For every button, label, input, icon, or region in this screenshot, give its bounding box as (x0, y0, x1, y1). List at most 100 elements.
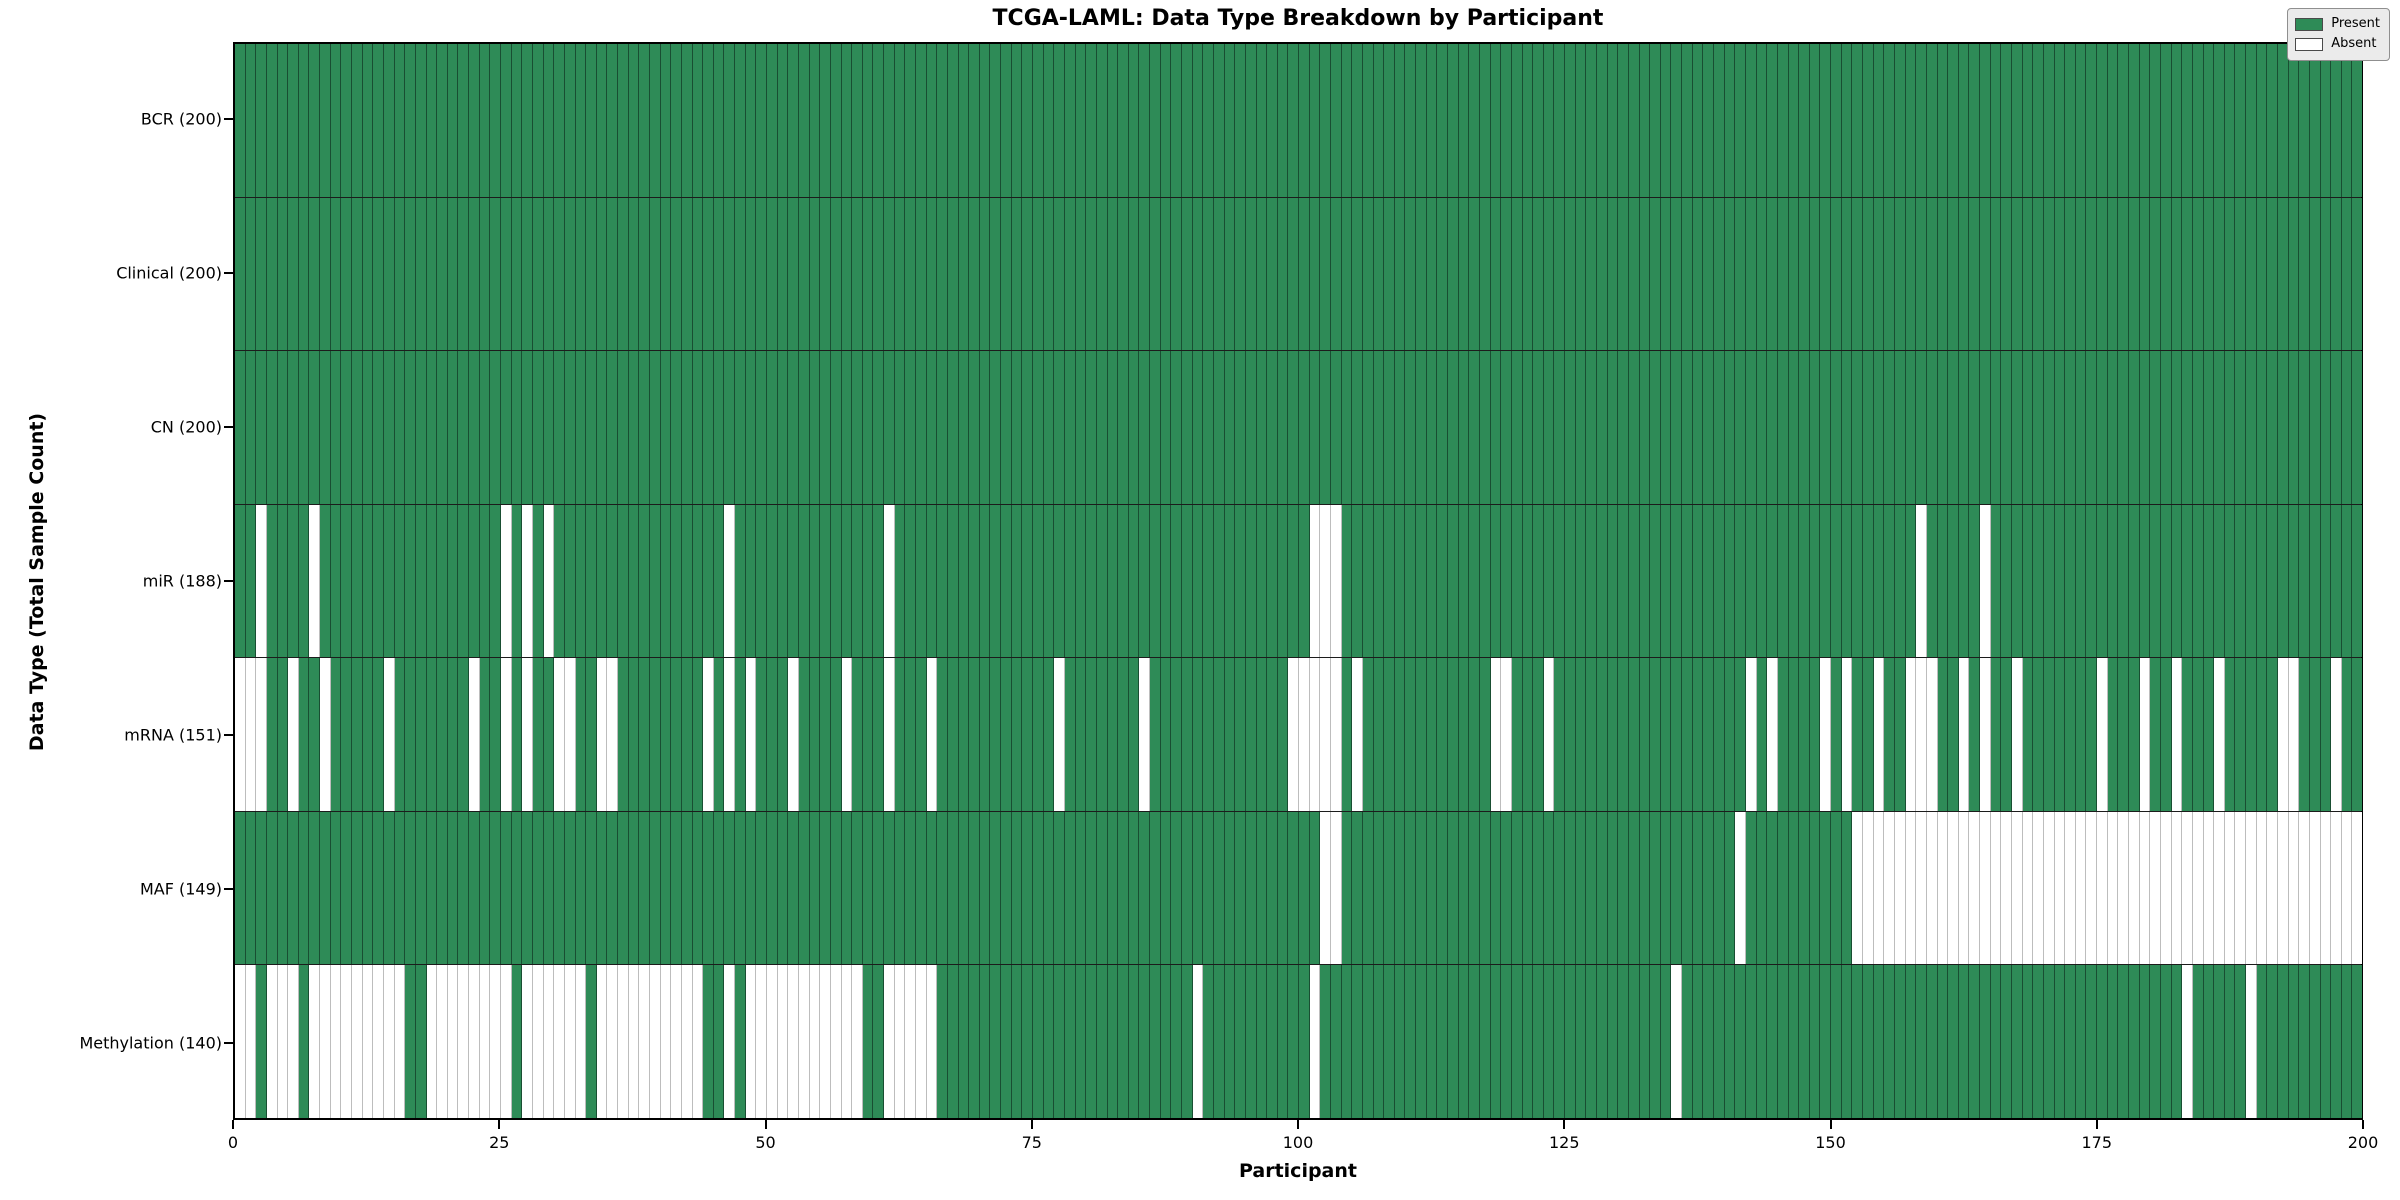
heatmap-cell-mrna-195 (2309, 658, 2321, 811)
heatmap-cell-maf-46 (724, 811, 736, 965)
heatmap-cell-cn-53 (798, 351, 810, 504)
heatmap-cell-methylation-66 (937, 965, 948, 1119)
heatmap-cell-maf-67 (947, 811, 959, 965)
heatmap-cell-methylation-109 (1394, 965, 1406, 1119)
heatmap-cell-mir-19 (437, 504, 448, 658)
heatmap-cell-clinical-115 (1458, 197, 1470, 351)
heatmap-cell-methylation-32 (575, 965, 587, 1119)
heatmap-cell-mrna-73 (1011, 658, 1023, 811)
heatmap-cell-maf-142 (1745, 811, 1757, 965)
heatmap-cell-cn-78 (1064, 351, 1076, 504)
heatmap-cell-bcr-177 (2118, 44, 2130, 197)
heatmap-cell-mrna-68 (958, 658, 970, 811)
heatmap-cell-mrna-172 (2065, 658, 2076, 811)
heatmap-cell-mir-0 (235, 504, 246, 658)
heatmap-cell-cn-105 (1352, 351, 1363, 504)
heatmap-cell-bcr-144 (1767, 44, 1778, 197)
heatmap-cell-mir-46 (724, 504, 736, 658)
heatmap-cell-methylation-102 (1320, 965, 1331, 1119)
heatmap-cell-cn-13 (373, 351, 384, 504)
heatmap-cell-clinical-166 (2001, 197, 2012, 351)
y-tick-mark-clinical (224, 272, 233, 274)
heatmap-cell-cn-90 (1192, 351, 1204, 504)
heatmap-cell-cn-56 (830, 351, 842, 504)
heatmap-cell-bcr-106 (1362, 44, 1374, 197)
heatmap-cell-mrna-162 (1958, 658, 1970, 811)
heatmap-cell-bcr-191 (2267, 44, 2278, 197)
x-tick-label-200: 200 (2347, 1133, 2379, 1152)
heatmap-cell-bcr-13 (373, 44, 384, 197)
heatmap-cell-mrna-164 (1980, 658, 1991, 811)
heatmap-cell-mrna-61 (884, 658, 895, 811)
heatmap-cell-cn-148 (1809, 351, 1821, 504)
heatmap-cell-mrna-146 (1788, 658, 1800, 811)
heatmap-cell-methylation-63 (905, 965, 916, 1119)
heatmap-cell-methylation-175 (2097, 965, 2108, 1119)
heatmap-cell-clinical-100 (1299, 197, 1310, 351)
heatmap-cell-mir-11 (352, 504, 363, 658)
heatmap-cell-mrna-189 (2246, 658, 2257, 811)
heatmap-cell-mrna-77 (1054, 658, 1065, 811)
heatmap-cell-mrna-39 (649, 658, 661, 811)
heatmap-cell-cn-65 (926, 351, 938, 504)
heatmap-cell-cn-116 (1469, 351, 1480, 504)
heatmap-cell-mir-169 (2033, 504, 2044, 658)
heatmap-cell-bcr-123 (1543, 44, 1555, 197)
heatmap-cell-mrna-144 (1767, 658, 1778, 811)
heatmap-cell-maf-94 (1235, 811, 1246, 965)
heatmap-cell-mrna-63 (905, 658, 916, 811)
heatmap-cell-clinical-67 (947, 197, 959, 351)
heatmap-cell-cn-119 (1501, 351, 1512, 504)
heatmap-cell-mrna-51 (777, 658, 789, 811)
heatmap-cell-bcr-68 (958, 44, 970, 197)
heatmap-cell-mir-84 (1128, 504, 1140, 658)
heatmap-cell-methylation-192 (2278, 965, 2289, 1119)
heatmap-cell-cn-113 (1437, 351, 1449, 504)
heatmap-cell-maf-78 (1064, 811, 1076, 965)
heatmap-cell-clinical-146 (1788, 197, 1800, 351)
heatmap-cell-bcr-128 (1597, 44, 1608, 197)
heatmap-cell-cn-94 (1235, 351, 1246, 504)
heatmap-cell-mir-58 (852, 504, 863, 658)
heatmap-cell-bcr-102 (1320, 44, 1331, 197)
heatmap-cell-clinical-112 (1426, 197, 1438, 351)
heatmap-cell-mrna-118 (1490, 658, 1502, 811)
heatmap-cell-clinical-9 (330, 197, 342, 351)
heatmap-cell-clinical-20 (447, 197, 459, 351)
heatmap-cell-methylation-31 (564, 965, 576, 1119)
heatmap-cell-methylation-43 (692, 965, 704, 1119)
heatmap-cell-mrna-34 (596, 658, 608, 811)
heatmap-cell-cn-52 (788, 351, 799, 504)
heatmap-cell-maf-23 (479, 811, 491, 965)
heatmap-cell-clinical-69 (969, 197, 980, 351)
heatmap-cell-maf-33 (586, 811, 597, 965)
heatmap-cell-mir-135 (1671, 504, 1683, 658)
heatmap-cell-bcr-41 (671, 44, 682, 197)
heatmap-cell-bcr-42 (681, 44, 693, 197)
heatmap-cell-mir-146 (1788, 504, 1800, 658)
heatmap-cell-methylation-168 (2022, 965, 2034, 1119)
heatmap-cell-methylation-147 (1799, 965, 1810, 1119)
heatmap-cell-maf-122 (1533, 811, 1544, 965)
heatmap-cell-maf-116 (1469, 811, 1480, 965)
heatmap-cell-maf-37 (628, 811, 640, 965)
heatmap-cell-mir-45 (713, 504, 725, 658)
heatmap-cell-mrna-110 (1405, 658, 1417, 811)
heatmap-cell-mir-86 (1150, 504, 1161, 658)
heatmap-cell-mrna-126 (1575, 658, 1587, 811)
heatmap-cell-mrna-5 (288, 658, 299, 811)
heatmap-cell-clinical-123 (1543, 197, 1555, 351)
heatmap-cell-cn-157 (1905, 351, 1917, 504)
heatmap-cell-maf-25 (501, 811, 512, 965)
heatmap-cell-methylation-81 (1096, 965, 1108, 1119)
heatmap-cell-cn-177 (2118, 351, 2130, 504)
heatmap-cell-mrna-1 (245, 658, 257, 811)
heatmap-cell-mrna-86 (1150, 658, 1161, 811)
heatmap-cell-bcr-36 (618, 44, 629, 197)
heatmap-cell-clinical-13 (373, 197, 384, 351)
heatmap-cell-bcr-89 (1182, 44, 1193, 197)
heatmap-cell-cn-91 (1203, 351, 1214, 504)
heatmap-cell-methylation-55 (820, 965, 831, 1119)
heatmap-cell-bcr-184 (2192, 44, 2204, 197)
heatmap-cell-bcr-73 (1011, 44, 1023, 197)
